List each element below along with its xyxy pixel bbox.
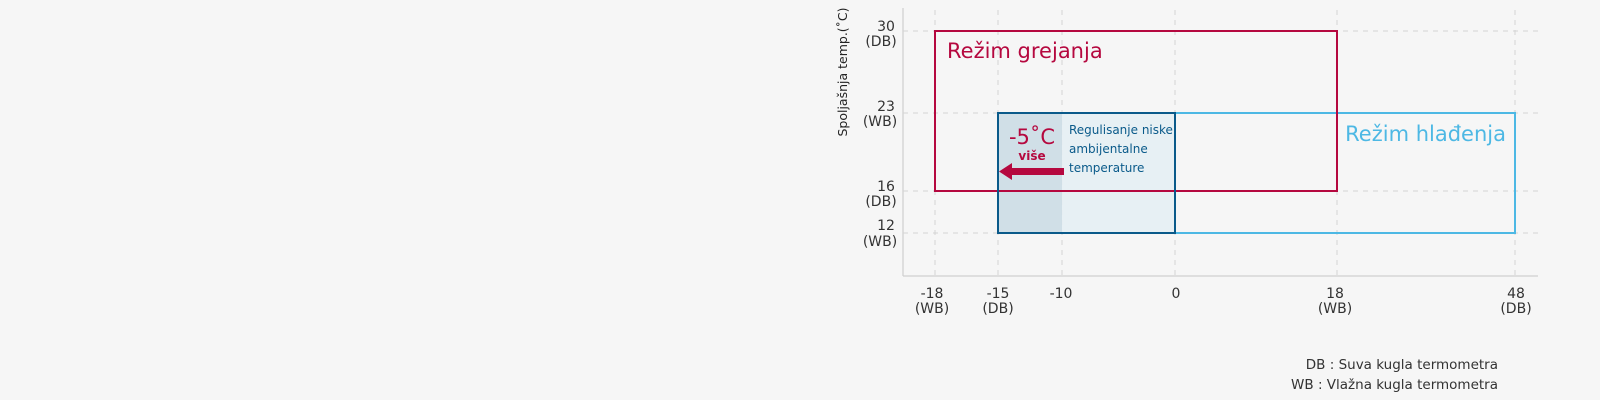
legend: DB : Suva kugla termometra WB : Vlažna k… [1291, 355, 1498, 395]
cooling-mode-label: Režim hlađenja [1345, 122, 1506, 146]
x-tick-value: 48 [1507, 286, 1525, 302]
y-tick-type: (DB) [865, 194, 896, 210]
y-tick-value: 16 [877, 179, 895, 195]
y-tick-value: 30 [877, 19, 895, 35]
low-ambient-label-line-1: Regulisanje niske [1069, 123, 1173, 137]
low-ambient-temp: -5˚C [1009, 125, 1055, 149]
x-tick-value: 18 [1326, 286, 1344, 302]
x-tick-value: -18 [921, 286, 944, 302]
heating-mode-box [934, 30, 1338, 192]
arrow-left-icon [999, 163, 1064, 180]
y-axis-label: Spoljašnja temp.(˚C) [835, 7, 850, 136]
y-tick-type: (DB) [865, 34, 896, 50]
x-tick-type: (WB) [915, 301, 949, 317]
y-tick-value: 12 [877, 218, 895, 234]
legend-db: DB : Suva kugla termometra [1305, 357, 1498, 373]
y-tick-type: (WB) [863, 234, 897, 250]
low-ambient-label-line-3: temperature [1069, 161, 1144, 175]
low-ambient-label-line-2: ambijentalne [1069, 142, 1148, 156]
x-tick-type: (DB) [982, 301, 1013, 317]
y-tick-value: 23 [877, 99, 895, 115]
legend-wb: WB : Vlažna kugla termometra [1291, 377, 1498, 393]
x-tick-type: (WB) [1318, 301, 1352, 317]
x-tick-value: 0 [1172, 286, 1181, 302]
y-tick-type: (WB) [863, 114, 897, 130]
x-tick-value: -15 [987, 286, 1010, 302]
x-tick-type: (DB) [1500, 301, 1531, 317]
heating-mode-label: Režim grejanja [947, 39, 1103, 63]
x-tick-value: -10 [1050, 286, 1073, 302]
low-ambient-more: više [1018, 149, 1045, 163]
low-ambient-box [997, 112, 1176, 234]
